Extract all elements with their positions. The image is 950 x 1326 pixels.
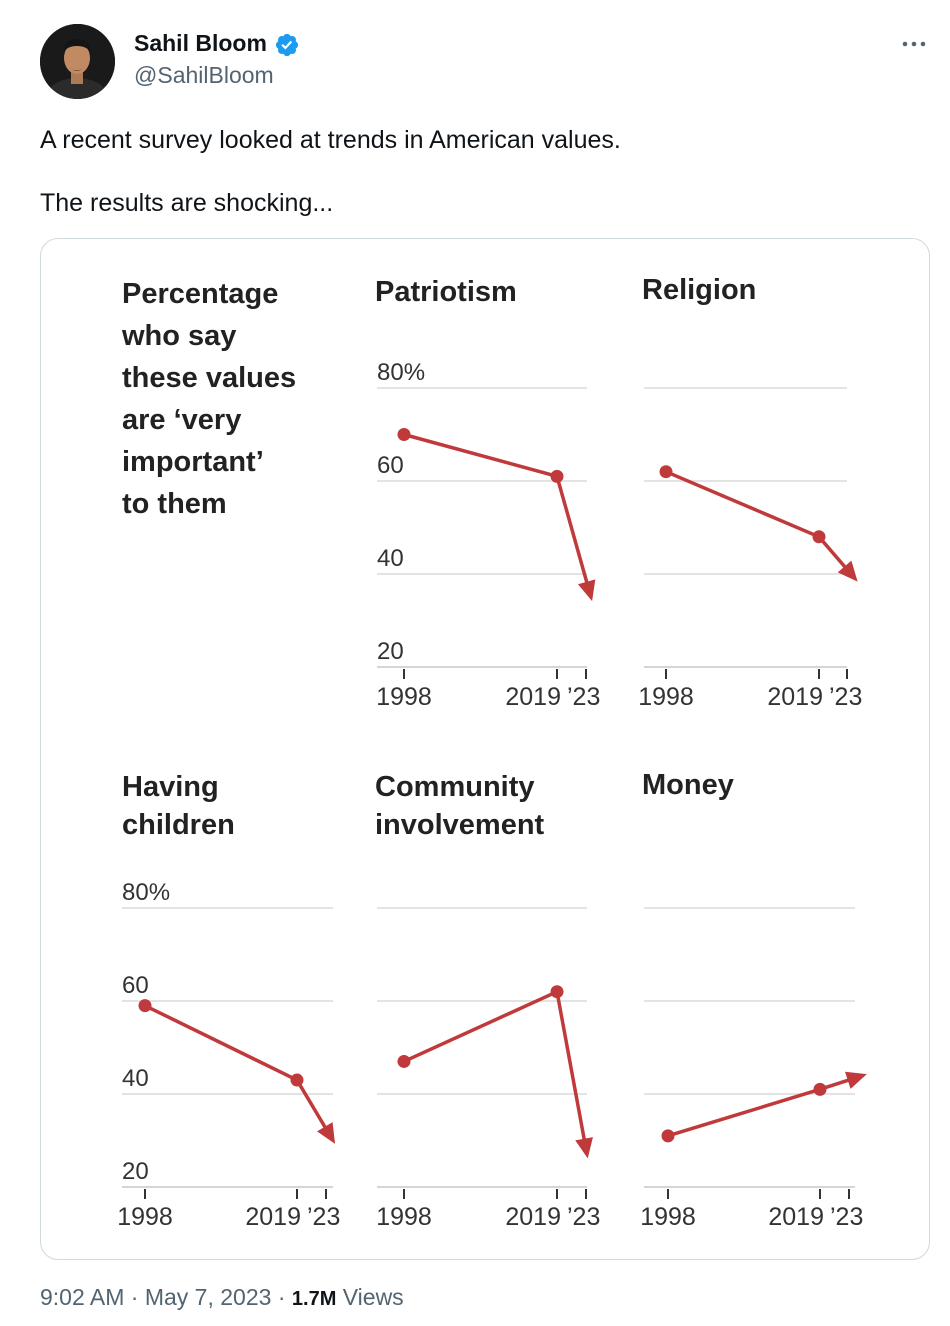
data-point <box>661 1129 675 1143</box>
chart-title-line: to them <box>122 488 227 520</box>
series-line <box>665 470 857 580</box>
meta-separator: · <box>130 1284 139 1310</box>
x-tick-label: 2019 <box>505 683 561 711</box>
chart-image-card[interactable]: Percentage who say these values are ‘very im… <box>40 238 930 1260</box>
verified-badge-icon <box>275 33 299 57</box>
x-tick-label: 1998 <box>640 1203 696 1231</box>
views-count: 1.7M <box>291 1288 337 1310</box>
y-tick-label: 60 <box>377 452 404 479</box>
x-tick-label: 2019 <box>767 683 823 711</box>
author-handle[interactable]: @SahilBloom <box>134 62 274 88</box>
more-options-icon[interactable] <box>899 30 931 58</box>
y-tick-label: 60 <box>122 972 149 999</box>
x-tick-label: ’23 <box>567 1203 600 1231</box>
y-tick-label: 20 <box>377 638 404 665</box>
series-line <box>403 432 593 598</box>
arrowhead-icon <box>845 1071 867 1089</box>
arrowhead-icon <box>317 1122 336 1144</box>
data-point <box>138 999 152 1013</box>
panel-title: Patriotism <box>375 276 517 308</box>
tweet-time[interactable]: 9:02 AM <box>40 1284 125 1310</box>
data-point <box>550 985 564 999</box>
data-point <box>397 1054 411 1068</box>
panel-title: involvement <box>375 809 545 841</box>
tweet-text-line: A recent survey looked at trends in Amer… <box>40 126 621 154</box>
chart-title-line: these values <box>122 362 296 394</box>
x-tick-label: 2019 <box>768 1203 824 1231</box>
data-point <box>397 428 411 441</box>
tweet-text-line: The results are shocking... <box>40 189 334 217</box>
data-point <box>812 530 826 544</box>
data-point <box>550 469 564 483</box>
series-line <box>667 1073 864 1138</box>
data-point <box>813 1082 827 1096</box>
x-tick-label: 2019 <box>505 1203 561 1231</box>
panel-title: Religion <box>642 274 756 306</box>
y-tick-label: 80% <box>377 359 425 386</box>
chart-title-line: important’ <box>122 446 264 478</box>
author-name[interactable]: Sahil Bloom <box>134 30 267 56</box>
x-tick-label: ’23 <box>830 1203 863 1231</box>
panel-title: Money <box>642 769 734 801</box>
y-tick-label: 40 <box>122 1065 149 1092</box>
x-tick-label: 1998 <box>117 1203 173 1231</box>
tweet-meta: 9:02 AM · May 7, 2023 · 1.7M Views <box>40 1284 404 1311</box>
panel-title: Having <box>122 771 219 803</box>
meta-separator: · <box>277 1284 286 1310</box>
avatar[interactable] <box>40 24 115 99</box>
arrowhead-icon <box>575 1137 593 1159</box>
y-tick-label: 40 <box>377 545 404 572</box>
views-label: Views <box>342 1284 404 1310</box>
panel-title: Community <box>375 771 535 803</box>
x-tick-label: ’23 <box>307 1203 340 1231</box>
small-multiples-chart: Percentage who say these values are ‘very im… <box>117 274 867 1231</box>
x-tick-label: 2019 <box>245 1203 301 1231</box>
x-tick-label: ’23 <box>567 683 600 711</box>
x-tick-label: 1998 <box>376 683 432 711</box>
y-tick-label: 80% <box>122 879 170 906</box>
chart-title-line: are ‘very <box>122 404 241 436</box>
x-tick-label: ’23 <box>829 683 862 711</box>
data-point <box>659 465 673 479</box>
series-line <box>403 989 589 1155</box>
arrowhead-icon <box>837 560 858 582</box>
chart-title-line: Percentage <box>122 278 278 310</box>
series-line <box>144 1004 335 1142</box>
data-point <box>290 1073 304 1087</box>
x-tick-label: 1998 <box>376 1203 432 1231</box>
chart-title-line: who say <box>121 320 236 352</box>
tweet-text: A recent survey looked at trends in Amer… <box>40 124 900 219</box>
panel-title: children <box>122 809 235 841</box>
tweet-date[interactable]: May 7, 2023 <box>144 1284 272 1310</box>
x-tick-label: 1998 <box>638 683 694 711</box>
arrowhead-icon <box>578 579 596 602</box>
y-tick-label: 20 <box>122 1158 149 1185</box>
